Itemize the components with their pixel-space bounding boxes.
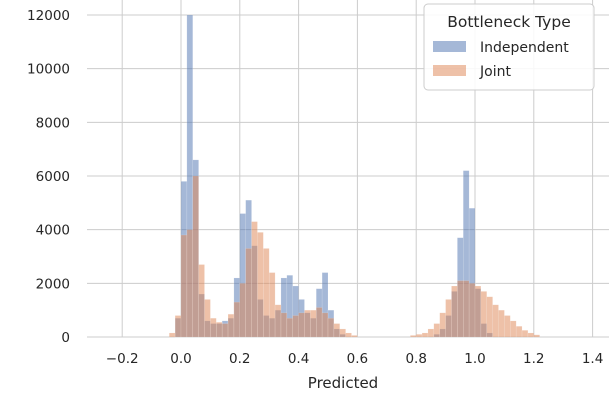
bar-joint bbox=[521, 330, 529, 338]
y-tick-label: 6000 bbox=[36, 169, 70, 185]
bar-joint bbox=[198, 264, 205, 338]
legend-swatch-joint bbox=[433, 65, 466, 76]
bar-joint bbox=[298, 312, 305, 338]
x-tick-label: 1.4 bbox=[582, 351, 603, 367]
bar-joint bbox=[333, 323, 341, 338]
legend-label-independent: Independent bbox=[480, 40, 569, 56]
y-tick-label: 12000 bbox=[27, 8, 70, 24]
bar-joint bbox=[468, 283, 476, 338]
bar-joint bbox=[304, 309, 311, 338]
bar-joint bbox=[345, 332, 352, 338]
bar-joint bbox=[527, 332, 535, 338]
tick-labels: −0.2 0.0 0.2 0.4 0.6 0.8 1.0 1.2 1.4 0 2000 4000 600… bbox=[27, 8, 603, 367]
bar-joint bbox=[204, 299, 211, 338]
bar-joint bbox=[274, 304, 282, 338]
bar-joint bbox=[327, 317, 335, 338]
x-tick-label: 0.6 bbox=[347, 351, 368, 367]
x-tick-label: 1.2 bbox=[523, 351, 544, 367]
legend-label-joint: Joint bbox=[479, 64, 511, 80]
bar-joint bbox=[451, 285, 458, 338]
legend: Bottleneck Type Independent Joint bbox=[423, 3, 595, 91]
bar-joint bbox=[498, 309, 505, 338]
bar-joint bbox=[433, 323, 440, 338]
bar-joint bbox=[439, 312, 446, 338]
y-tick-label: 2000 bbox=[36, 276, 70, 292]
bar-joint bbox=[339, 328, 346, 338]
y-tick-label: 10000 bbox=[27, 62, 70, 78]
y-tick-label: 4000 bbox=[36, 223, 70, 239]
bar-joint bbox=[180, 234, 188, 338]
legend-box bbox=[423, 3, 595, 91]
bar-joint bbox=[427, 328, 435, 338]
bar-joint bbox=[251, 221, 258, 338]
x-tick-label: 0.4 bbox=[288, 351, 309, 367]
bar-joint bbox=[515, 326, 523, 338]
bar-joint bbox=[486, 296, 493, 338]
bar-joint bbox=[174, 315, 182, 338]
bar-joint bbox=[310, 309, 317, 338]
bar-joint bbox=[268, 272, 276, 338]
bars bbox=[168, 14, 540, 338]
bar-joint bbox=[315, 307, 323, 338]
bar-joint bbox=[210, 317, 217, 338]
bar-joint bbox=[510, 320, 517, 338]
bar-joint bbox=[286, 317, 293, 338]
bar-joint bbox=[245, 248, 252, 338]
bar-joint bbox=[421, 332, 429, 338]
bar-joint bbox=[292, 315, 299, 338]
y-tick-label: 8000 bbox=[36, 115, 70, 131]
bar-joint bbox=[263, 248, 270, 338]
series-joint bbox=[168, 175, 540, 338]
bar-joint bbox=[192, 175, 199, 338]
bar-joint bbox=[445, 299, 452, 338]
legend-title: Bottleneck Type bbox=[447, 13, 571, 31]
bar-joint bbox=[474, 285, 482, 338]
bar-joint bbox=[415, 334, 423, 338]
bar-joint bbox=[221, 323, 229, 338]
bar-joint bbox=[321, 312, 329, 338]
x-axis-label: Predicted bbox=[308, 374, 378, 392]
bar-joint bbox=[233, 301, 241, 338]
bar-joint bbox=[504, 315, 511, 338]
bar-joint bbox=[351, 335, 358, 338]
x-tick-label: 0.8 bbox=[405, 351, 426, 367]
x-tick-label: 0.0 bbox=[170, 351, 191, 367]
grid bbox=[87, 0, 609, 338]
bar-joint bbox=[457, 280, 464, 338]
bar-joint bbox=[492, 304, 499, 338]
bar-joint bbox=[239, 283, 246, 338]
bar-joint bbox=[410, 335, 417, 338]
bar-joint bbox=[186, 229, 194, 338]
bar-joint bbox=[480, 291, 488, 338]
x-tick-label: 0.2 bbox=[229, 351, 250, 367]
bar-joint bbox=[533, 334, 540, 338]
legend-swatch-independent bbox=[433, 41, 466, 52]
bar-joint bbox=[280, 312, 288, 338]
x-tick-label: −0.2 bbox=[106, 351, 139, 367]
bar-joint bbox=[216, 321, 223, 338]
bar-joint bbox=[462, 280, 470, 338]
bar-joint bbox=[227, 313, 235, 338]
x-tick-label: 1.0 bbox=[464, 351, 485, 367]
bar-joint bbox=[257, 232, 264, 338]
y-tick-label: 0 bbox=[61, 330, 70, 346]
bar-joint bbox=[168, 332, 176, 338]
